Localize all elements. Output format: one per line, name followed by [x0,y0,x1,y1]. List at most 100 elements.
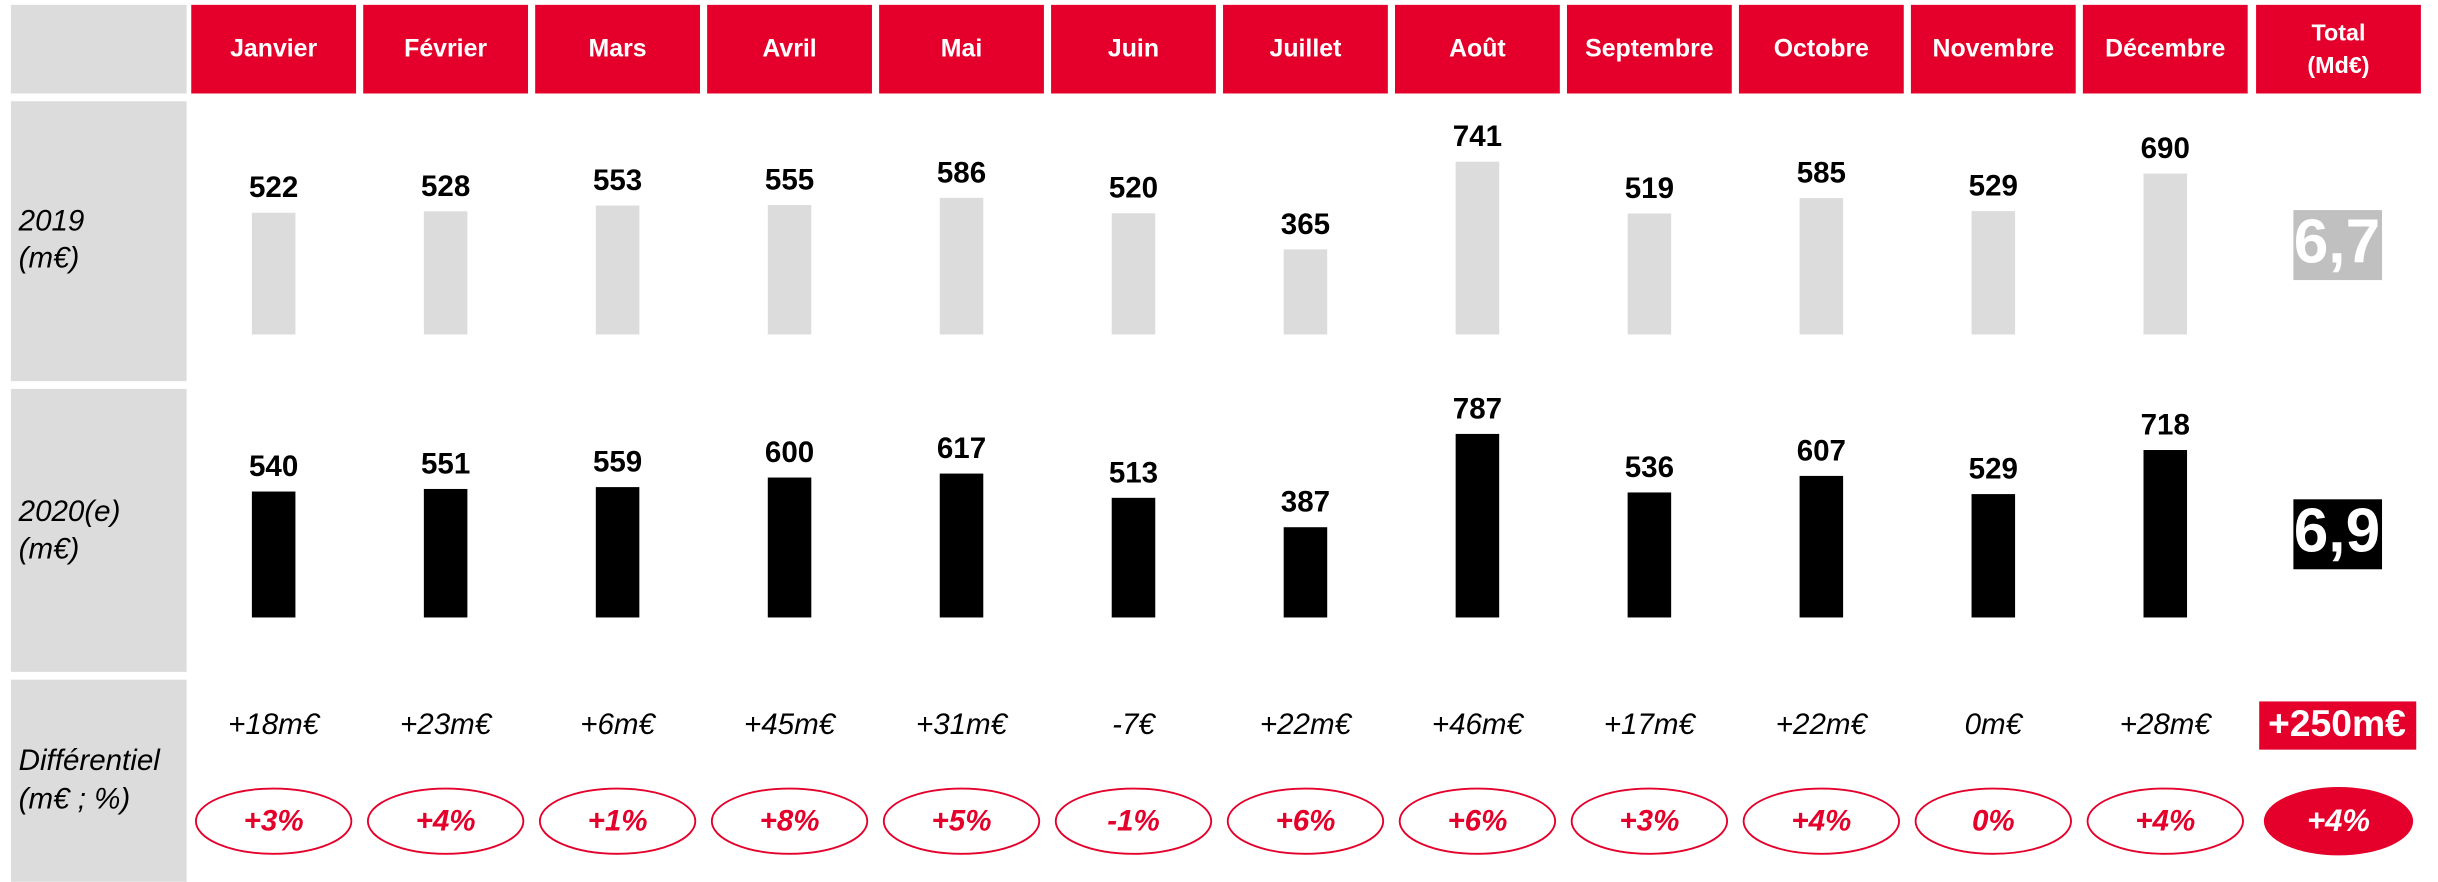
value-label: 553 [593,164,642,197]
value-label: 529 [1969,453,2018,486]
difference-percent: -1% [1107,805,1160,838]
value-label: 551 [421,447,470,480]
month-header: Janvier [230,35,317,63]
header-cell [363,4,529,94]
value-label: 600 [765,436,814,469]
bar [1627,213,1672,335]
value-label: 522 [249,171,298,204]
difference-amount: +28m€ [2120,708,2213,741]
value-label: 617 [937,432,986,465]
header-cell [1566,4,1732,94]
difference-amount: +23m€ [400,708,493,741]
total-header: (Md€) [2307,52,2369,78]
bar [1455,161,1500,335]
month-header: Mai [941,35,982,63]
row-label-cell [10,101,187,382]
corner-cell [10,4,187,94]
value-label: 520 [1109,172,1158,205]
month-header: Mars [589,35,647,63]
difference-percent: +4% [1791,805,1851,838]
row-label: Différentiel [19,744,162,777]
value-label: 540 [249,450,298,483]
total-header: Total [2312,20,2366,46]
row-label: (m€ ; %) [19,783,131,816]
difference-percent: +4% [416,805,476,838]
bar [423,211,468,335]
bar [251,491,296,618]
bar [939,473,984,618]
bar [1971,494,2016,618]
value-label: 787 [1453,392,1502,425]
header-cell [1910,4,2076,94]
value-label: 585 [1797,157,1846,190]
header-cell [1223,4,1388,94]
percent-oval [710,787,869,855]
value-label: 536 [1625,451,1674,484]
difference-amount: +22m€ [1260,708,1353,741]
header-cell [191,4,357,94]
bar [423,488,468,618]
month-header: Avril [762,35,816,63]
month-header: Décembre [2105,35,2225,63]
total-value: 6,9 [2294,496,2380,565]
bar [1283,249,1328,335]
month-header: Octobre [1774,35,1869,63]
difference-percent: +4% [2135,805,2195,838]
row-label: 2020(e) [18,495,121,528]
difference-percent: 0% [1972,805,2015,838]
bar [1799,475,1844,618]
difference-amount: -7€ [1112,708,1156,741]
difference-percent: +5% [932,805,992,838]
percent-oval [1914,787,2072,855]
total-percent-oval [2263,786,2414,856]
percent-oval [1398,787,1557,855]
difference-amount: +46m€ [1432,708,1525,741]
percent-oval [1742,787,1901,855]
value-label: 519 [1625,172,1674,205]
difference-percent: +3% [244,805,304,838]
total-percent: +4% [2307,803,2370,838]
percent-oval [538,787,697,855]
header-cell [1738,4,1904,94]
difference-amount: +18m€ [228,708,321,741]
month-header: Juin [1108,35,1159,63]
row-label-cell [10,388,187,672]
bar [767,477,812,618]
bar [1971,211,2016,335]
bar [1799,198,1844,335]
difference-amount: +22m€ [1776,708,1869,741]
bar [767,205,812,335]
bar [939,197,984,335]
total-value: 6,7 [2294,207,2380,276]
header-cell [879,4,1044,94]
header-cell [2082,4,2248,94]
percent-oval [2086,787,2244,855]
month-header: Février [404,35,487,63]
value-label: 690 [2141,132,2190,165]
bar [2143,450,2188,618]
month-header: Juillet [1270,35,1342,63]
difference-percent: +3% [1619,805,1679,838]
row-label-cell [10,679,187,882]
value-label: 559 [593,446,642,479]
difference-percent: +8% [760,805,820,838]
row-label: (m€) [19,532,80,565]
header-cell [1051,4,1216,94]
row-label: 2019 [18,204,85,237]
difference-amount: +17m€ [1604,708,1697,741]
percent-oval [1054,787,1213,855]
bar [595,487,640,618]
total-box [2293,210,2383,281]
header-cell [707,4,872,94]
month-header: Août [1449,35,1506,63]
value-label: 387 [1281,486,1330,519]
bar [2143,173,2188,335]
percent-oval [882,787,1041,855]
percent-oval [1226,787,1385,855]
percent-oval [194,787,353,855]
difference-percent: +6% [1275,805,1335,838]
value-label: 607 [1797,434,1846,467]
month-header: Novembre [1933,35,2055,63]
difference-amount: 0m€ [1965,708,2024,741]
row-label: (m€) [19,242,80,275]
